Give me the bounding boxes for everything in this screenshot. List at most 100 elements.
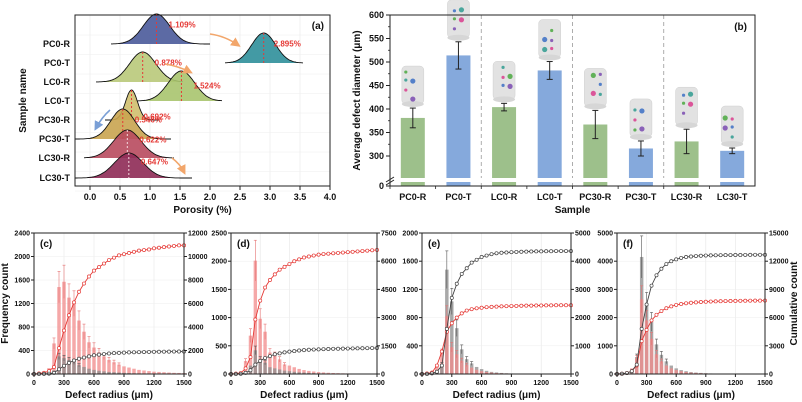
bar-lc0-r bbox=[492, 107, 517, 178]
cumulative-point bbox=[514, 249, 519, 254]
freq-bar-freq-red bbox=[137, 369, 141, 374]
x-tick-label: 900 bbox=[506, 380, 518, 387]
cumulative-point bbox=[370, 248, 375, 253]
y-right-tick-label: 7500 bbox=[381, 231, 397, 238]
cumulative-point bbox=[489, 252, 494, 257]
cumulative-point bbox=[72, 300, 76, 305]
cumulative-point bbox=[728, 253, 733, 257]
cumulative-point bbox=[708, 253, 713, 258]
y-axis-label: Sample name bbox=[18, 68, 29, 133]
ridge-fill-pc30-r bbox=[105, 90, 159, 120]
plot-frame bbox=[74, 14, 331, 187]
y-right-tick-label: 6000 bbox=[188, 301, 204, 308]
cumulative-point bbox=[112, 351, 116, 356]
freq-bar-freq-gray bbox=[57, 356, 61, 374]
y-left-tick-label: 1000 bbox=[211, 315, 227, 322]
freq-bar-freq-gray bbox=[97, 370, 101, 374]
cumulative-point bbox=[370, 346, 375, 351]
cumulative-point bbox=[316, 347, 321, 352]
cumulative-point bbox=[723, 299, 728, 304]
cumulative-point bbox=[753, 252, 758, 257]
cumulative-point bbox=[297, 348, 302, 353]
y-left-tick-label: 400 bbox=[18, 348, 30, 355]
y-left-tick-label: 1500 bbox=[211, 287, 227, 294]
cumulative-point bbox=[350, 346, 355, 351]
cumulative-line-cum-red bbox=[616, 300, 766, 375]
y-left-tick-label: 5000 bbox=[597, 231, 613, 238]
cumulative-point bbox=[703, 299, 708, 304]
y-tick-label: 400 bbox=[369, 104, 384, 114]
freq-bar-freq-red bbox=[157, 371, 161, 374]
y-tick-label: 0 bbox=[379, 181, 384, 191]
y-left-tick-label: 1600 bbox=[14, 278, 30, 285]
cumulative-point bbox=[147, 247, 151, 252]
x-tick-label: 2.5 bbox=[234, 192, 247, 202]
defect-spot bbox=[598, 82, 602, 87]
freq-bar-freq-red bbox=[459, 360, 464, 374]
cumulative-point bbox=[559, 303, 564, 308]
freq-bar-freq-red bbox=[435, 365, 439, 374]
y-left-tick-label: 2400 bbox=[14, 231, 30, 238]
y-left-tick-label: 1000 bbox=[597, 343, 613, 350]
cumulative-point bbox=[67, 313, 71, 318]
bar-base-lc30-r bbox=[674, 182, 699, 186]
x-category-label: PC30-R bbox=[579, 192, 612, 202]
x-axis-label: Defect radius (μm) bbox=[260, 390, 348, 401]
porosity-label-lc30-t: 0.647% bbox=[141, 157, 168, 166]
cumulative-point bbox=[664, 306, 669, 311]
x-axis-label: Porosity (%) bbox=[173, 205, 231, 216]
freq-bar-freq-red bbox=[489, 372, 494, 374]
freq-bar-freq-red bbox=[297, 368, 301, 374]
defect-spot bbox=[452, 9, 457, 13]
freq-bar-freq-gray bbox=[82, 366, 86, 374]
cumulative-point bbox=[549, 249, 554, 254]
cumulative-point bbox=[429, 371, 434, 376]
bar-base-pc0-r bbox=[400, 182, 425, 186]
defect-3d-inset-base bbox=[629, 133, 652, 140]
defect-3d-inset-base bbox=[721, 141, 744, 148]
cumulative-point bbox=[272, 352, 277, 357]
defect-3d-inset-base bbox=[584, 103, 607, 110]
defect-spot bbox=[639, 108, 645, 114]
freq-bar-freq-red bbox=[132, 368, 136, 374]
x-tick-label: 300 bbox=[641, 380, 653, 387]
cumulative-point bbox=[544, 303, 549, 308]
cumulative-point bbox=[738, 298, 743, 303]
freq-bar-freq-red bbox=[258, 318, 262, 374]
cumulative-point bbox=[132, 249, 136, 254]
cumulative-point bbox=[519, 303, 524, 308]
ridge-outline-lc30-t bbox=[75, 152, 192, 179]
cumulative-point bbox=[659, 309, 664, 313]
cumulative-point bbox=[67, 360, 71, 365]
defect-spot bbox=[404, 70, 408, 74]
defect-3d-inset-base bbox=[493, 96, 516, 103]
cumulative-point bbox=[644, 327, 649, 332]
freq-bar-freq-red bbox=[102, 356, 106, 374]
y-right-tick-label: 12000 bbox=[188, 231, 208, 238]
cumulative-point bbox=[649, 318, 654, 323]
freq-bar-freq-gray bbox=[107, 371, 111, 374]
defect-spot bbox=[542, 36, 548, 43]
cumulative-point bbox=[479, 255, 484, 259]
plot-frame bbox=[230, 232, 378, 375]
cumulative-point bbox=[152, 349, 156, 354]
y-right-tick-label: 9000 bbox=[769, 287, 785, 294]
defect-spot bbox=[507, 83, 513, 89]
freq-bar-freq-red bbox=[57, 287, 61, 374]
freq-bar-freq-red bbox=[474, 369, 479, 374]
cumulative-point bbox=[326, 347, 331, 351]
cumulative-point bbox=[529, 303, 534, 308]
cumulative-point bbox=[464, 266, 469, 271]
cumulative-point bbox=[172, 349, 176, 354]
freq-bar-freq-gray bbox=[307, 372, 311, 374]
defect-spot bbox=[633, 108, 637, 112]
defect-spot bbox=[542, 46, 548, 53]
freq-bar-freq-red bbox=[152, 371, 156, 374]
porosity-label-pc30-r: 0.692% bbox=[144, 113, 171, 122]
x-category-label: PC30-T bbox=[625, 192, 657, 202]
ridge-fill-pc30-t bbox=[75, 109, 171, 139]
freq-bar-freq-gray bbox=[112, 372, 116, 374]
cumulative-point bbox=[454, 281, 459, 286]
cumulative-point bbox=[484, 305, 489, 310]
